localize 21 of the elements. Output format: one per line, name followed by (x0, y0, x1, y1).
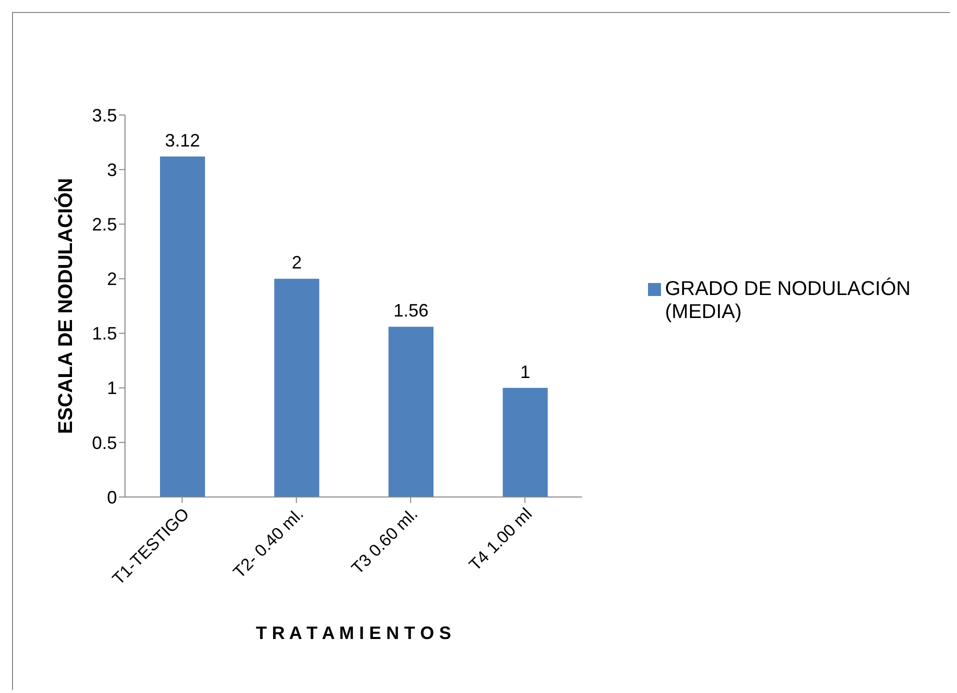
data-label: 1.56 (393, 300, 429, 321)
y-tick-label: 1 (106, 378, 117, 398)
bar (388, 326, 434, 497)
x-tick-label: T2- 0.40 ml. (230, 504, 308, 582)
bar (160, 156, 205, 497)
data-label: 2 (292, 252, 302, 273)
x-axis-title: T R A T A M I E N T O S (256, 623, 452, 643)
legend-label: GRADO DE NODULACIÓN (MEDIA) (665, 278, 912, 324)
data-label: 3.12 (164, 130, 200, 150)
y-tick-label: 3 (106, 160, 117, 180)
x-tick-label: T3 0.60 ml. (348, 504, 422, 578)
y-tick-label: 2 (106, 269, 117, 290)
y-tick-label: 3.5 (92, 105, 117, 126)
y-tick-label: 2.5 (92, 214, 117, 235)
bar (274, 278, 320, 497)
y-tick-label: 0 (106, 487, 117, 508)
y-axis-title: ESCALA DE NODULACIÓN (54, 178, 78, 434)
bar (502, 388, 548, 497)
y-tick-label: 0.5 (92, 432, 117, 453)
y-tick-label: 1.5 (92, 324, 117, 344)
data-label: 1 (520, 362, 530, 382)
